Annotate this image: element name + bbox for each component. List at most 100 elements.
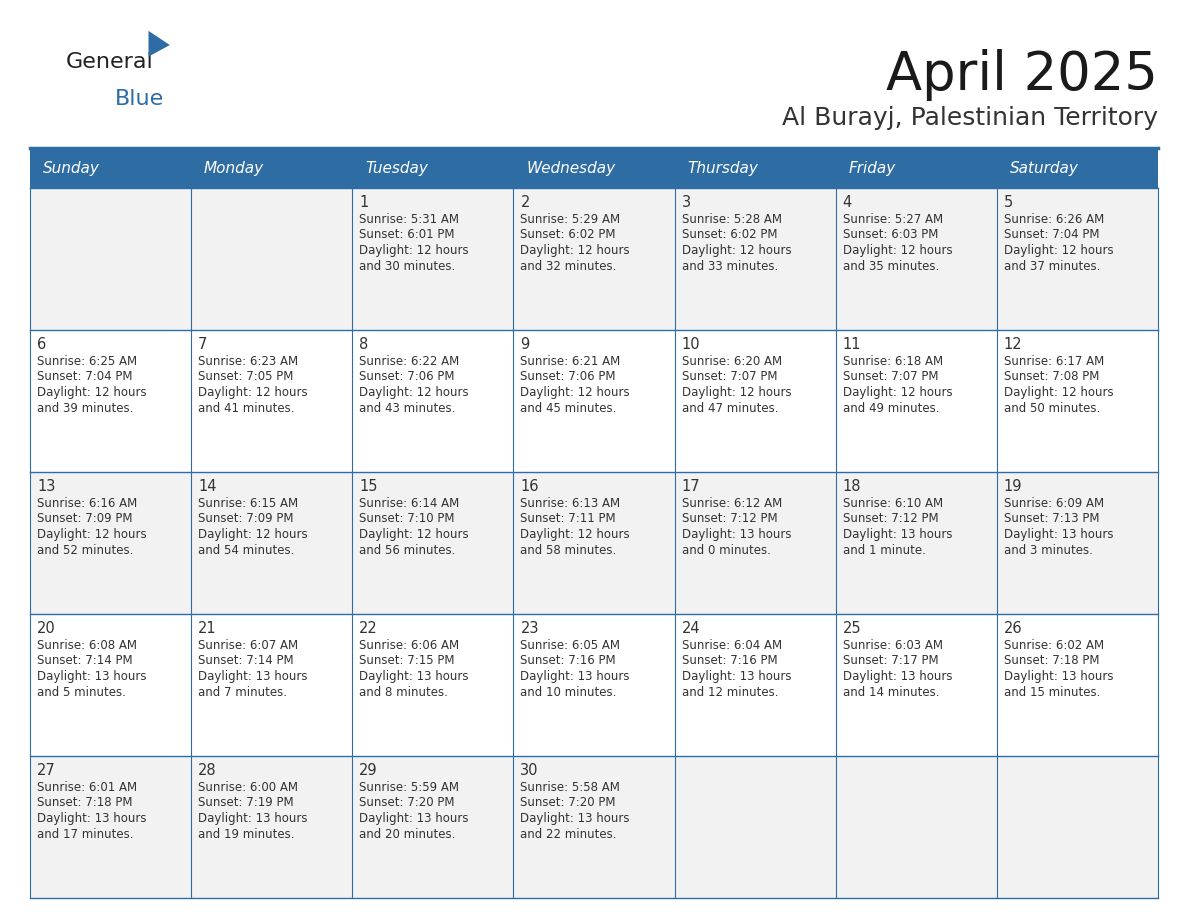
Text: Sunset: 7:11 PM: Sunset: 7:11 PM <box>520 512 617 525</box>
Text: 12: 12 <box>1004 337 1023 352</box>
Text: Sunset: 7:06 PM: Sunset: 7:06 PM <box>520 371 615 384</box>
Text: and 37 minutes.: and 37 minutes. <box>1004 260 1100 273</box>
Text: 17: 17 <box>682 479 700 494</box>
Text: Tuesday: Tuesday <box>365 162 428 176</box>
Text: 22: 22 <box>359 621 378 636</box>
Text: 24: 24 <box>682 621 700 636</box>
Text: Daylight: 13 hours: Daylight: 13 hours <box>520 812 630 825</box>
Text: Sunset: 7:06 PM: Sunset: 7:06 PM <box>359 371 455 384</box>
Text: 16: 16 <box>520 479 539 494</box>
Text: Daylight: 13 hours: Daylight: 13 hours <box>682 670 791 683</box>
Text: and 0 minutes.: and 0 minutes. <box>682 543 771 556</box>
Text: and 33 minutes.: and 33 minutes. <box>682 260 778 273</box>
Text: Thursday: Thursday <box>688 162 758 176</box>
Text: Daylight: 13 hours: Daylight: 13 hours <box>842 528 953 541</box>
Text: Daylight: 12 hours: Daylight: 12 hours <box>842 244 953 257</box>
Text: Sunset: 7:20 PM: Sunset: 7:20 PM <box>520 797 615 810</box>
Text: Saturday: Saturday <box>1010 162 1079 176</box>
Text: Daylight: 12 hours: Daylight: 12 hours <box>842 386 953 399</box>
Text: Daylight: 13 hours: Daylight: 13 hours <box>842 670 953 683</box>
Text: 1: 1 <box>359 195 368 210</box>
Text: Sunrise: 5:28 AM: Sunrise: 5:28 AM <box>682 213 782 226</box>
Text: Sunset: 7:04 PM: Sunset: 7:04 PM <box>1004 229 1099 241</box>
Text: Daylight: 12 hours: Daylight: 12 hours <box>359 386 469 399</box>
Text: Sunset: 7:18 PM: Sunset: 7:18 PM <box>1004 655 1099 667</box>
Text: and 14 minutes.: and 14 minutes. <box>842 686 940 699</box>
Text: and 20 minutes.: and 20 minutes. <box>359 827 456 841</box>
Text: Sunset: 7:17 PM: Sunset: 7:17 PM <box>842 655 939 667</box>
Text: and 43 minutes.: and 43 minutes. <box>359 401 456 415</box>
Text: Sunset: 7:16 PM: Sunset: 7:16 PM <box>682 655 777 667</box>
Text: Sunrise: 6:12 AM: Sunrise: 6:12 AM <box>682 497 782 510</box>
Text: 2: 2 <box>520 195 530 210</box>
Text: Sunrise: 6:00 AM: Sunrise: 6:00 AM <box>198 781 298 794</box>
Text: and 15 minutes.: and 15 minutes. <box>1004 686 1100 699</box>
Text: Daylight: 12 hours: Daylight: 12 hours <box>198 528 308 541</box>
Text: Sunrise: 6:05 AM: Sunrise: 6:05 AM <box>520 639 620 652</box>
Text: 15: 15 <box>359 479 378 494</box>
Text: and 54 minutes.: and 54 minutes. <box>198 543 295 556</box>
Text: Sunrise: 5:27 AM: Sunrise: 5:27 AM <box>842 213 943 226</box>
Text: Wednesday: Wednesday <box>526 162 615 176</box>
Text: Sunset: 7:12 PM: Sunset: 7:12 PM <box>842 512 939 525</box>
Text: 14: 14 <box>198 479 216 494</box>
Text: Sunset: 7:14 PM: Sunset: 7:14 PM <box>198 655 293 667</box>
Text: Sunset: 7:14 PM: Sunset: 7:14 PM <box>37 655 133 667</box>
Text: April 2025: April 2025 <box>886 49 1158 101</box>
Text: Daylight: 12 hours: Daylight: 12 hours <box>520 244 630 257</box>
Text: Daylight: 12 hours: Daylight: 12 hours <box>359 244 469 257</box>
Text: 20: 20 <box>37 621 56 636</box>
Text: 9: 9 <box>520 337 530 352</box>
Text: Daylight: 13 hours: Daylight: 13 hours <box>37 670 146 683</box>
Text: 6: 6 <box>37 337 46 352</box>
Text: Sunset: 7:19 PM: Sunset: 7:19 PM <box>198 797 293 810</box>
Text: Daylight: 12 hours: Daylight: 12 hours <box>520 386 630 399</box>
Text: Sunset: 7:07 PM: Sunset: 7:07 PM <box>682 371 777 384</box>
Text: and 41 minutes.: and 41 minutes. <box>198 401 295 415</box>
Text: and 1 minute.: and 1 minute. <box>842 543 925 556</box>
Text: 11: 11 <box>842 337 861 352</box>
Text: and 22 minutes.: and 22 minutes. <box>520 827 617 841</box>
Text: Blue: Blue <box>115 89 164 108</box>
Text: Sunrise: 5:29 AM: Sunrise: 5:29 AM <box>520 213 620 226</box>
Text: and 52 minutes.: and 52 minutes. <box>37 543 133 556</box>
Text: Sunrise: 6:15 AM: Sunrise: 6:15 AM <box>198 497 298 510</box>
Text: 28: 28 <box>198 763 216 778</box>
Text: Sunrise: 6:04 AM: Sunrise: 6:04 AM <box>682 639 782 652</box>
Text: Sunset: 7:12 PM: Sunset: 7:12 PM <box>682 512 777 525</box>
Text: Daylight: 12 hours: Daylight: 12 hours <box>198 386 308 399</box>
Text: 4: 4 <box>842 195 852 210</box>
Text: General: General <box>65 52 153 72</box>
Text: Daylight: 12 hours: Daylight: 12 hours <box>37 528 146 541</box>
Text: Daylight: 13 hours: Daylight: 13 hours <box>520 670 630 683</box>
Text: Sunrise: 6:02 AM: Sunrise: 6:02 AM <box>1004 639 1104 652</box>
Text: Sunset: 7:13 PM: Sunset: 7:13 PM <box>1004 512 1099 525</box>
Text: Sunrise: 6:23 AM: Sunrise: 6:23 AM <box>198 355 298 368</box>
Text: Daylight: 12 hours: Daylight: 12 hours <box>1004 244 1113 257</box>
Text: and 7 minutes.: and 7 minutes. <box>198 686 287 699</box>
Text: Sunset: 7:04 PM: Sunset: 7:04 PM <box>37 371 133 384</box>
Text: and 35 minutes.: and 35 minutes. <box>842 260 939 273</box>
Text: Sunrise: 6:26 AM: Sunrise: 6:26 AM <box>1004 213 1104 226</box>
Text: Daylight: 12 hours: Daylight: 12 hours <box>1004 386 1113 399</box>
Text: Daylight: 12 hours: Daylight: 12 hours <box>37 386 146 399</box>
Text: and 47 minutes.: and 47 minutes. <box>682 401 778 415</box>
Text: and 45 minutes.: and 45 minutes. <box>520 401 617 415</box>
Text: 21: 21 <box>198 621 216 636</box>
Text: Sunset: 7:16 PM: Sunset: 7:16 PM <box>520 655 617 667</box>
Text: Sunset: 6:02 PM: Sunset: 6:02 PM <box>682 229 777 241</box>
Text: Sunrise: 6:21 AM: Sunrise: 6:21 AM <box>520 355 620 368</box>
Text: Sunset: 7:18 PM: Sunset: 7:18 PM <box>37 797 133 810</box>
Text: and 5 minutes.: and 5 minutes. <box>37 686 126 699</box>
Text: Sunset: 7:08 PM: Sunset: 7:08 PM <box>1004 371 1099 384</box>
Text: and 56 minutes.: and 56 minutes. <box>359 543 456 556</box>
Text: Sunrise: 6:06 AM: Sunrise: 6:06 AM <box>359 639 460 652</box>
Text: Sunrise: 6:09 AM: Sunrise: 6:09 AM <box>1004 497 1104 510</box>
Text: and 19 minutes.: and 19 minutes. <box>198 827 295 841</box>
Text: 3: 3 <box>682 195 690 210</box>
Text: Sunset: 7:09 PM: Sunset: 7:09 PM <box>37 512 133 525</box>
Text: and 30 minutes.: and 30 minutes. <box>359 260 455 273</box>
Text: Daylight: 13 hours: Daylight: 13 hours <box>1004 670 1113 683</box>
Text: Sunrise: 6:25 AM: Sunrise: 6:25 AM <box>37 355 137 368</box>
Text: 26: 26 <box>1004 621 1023 636</box>
